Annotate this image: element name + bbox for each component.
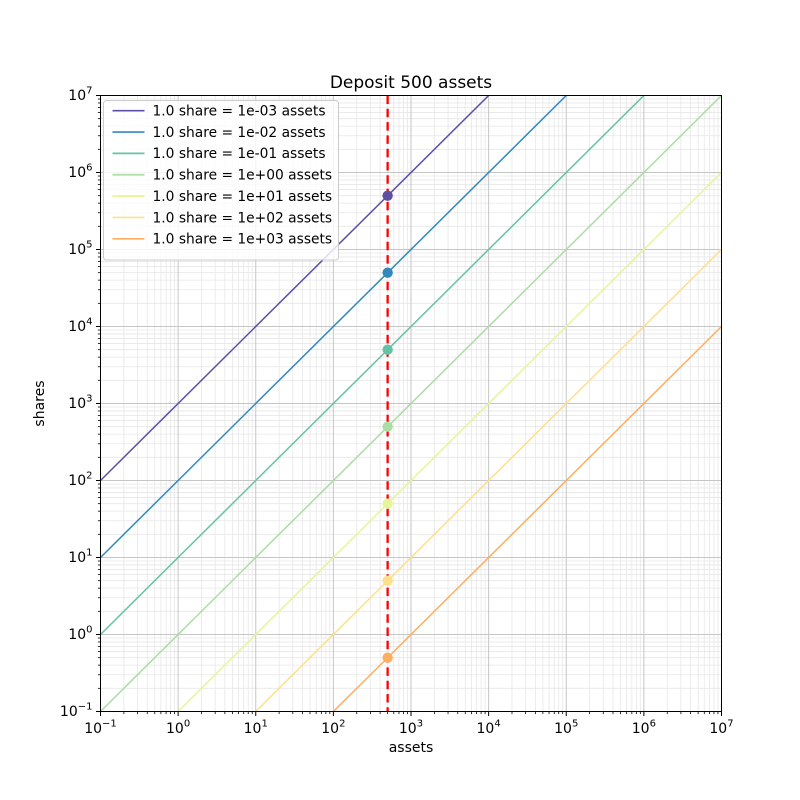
y-tick-label: 101 xyxy=(68,548,92,567)
y-tick-label: 106 xyxy=(68,163,92,182)
rate-line xyxy=(100,95,722,712)
x-tick-label: 107 xyxy=(709,719,733,738)
x-tick-label: 103 xyxy=(399,719,423,738)
exchange-rate-lines xyxy=(100,95,722,712)
rate-line xyxy=(177,171,722,712)
y-tick-label: 105 xyxy=(68,240,92,259)
legend-frame xyxy=(103,100,339,261)
x-tick-label: 104 xyxy=(477,719,501,738)
deposit-marker xyxy=(382,498,393,509)
axis-ticks xyxy=(96,95,722,716)
legend-entry-label: 1.0 share = 1e+03 assets xyxy=(153,232,333,248)
x-tick-label: 105 xyxy=(554,719,578,738)
x-tick-label: 10−1 xyxy=(84,719,117,738)
legend-entry-label: 1.0 share = 1e+02 assets xyxy=(153,210,333,226)
y-tick-label: 100 xyxy=(68,625,92,644)
y-tick-label: 107 xyxy=(68,86,92,105)
tick-labels: 10−1 100 101 102 103 104 105 106 107 10−1 100 101 10… xyxy=(60,86,734,738)
deposit-marker xyxy=(382,267,393,278)
legend-entry-label: 1.0 share = 1e+00 assets xyxy=(153,168,333,184)
y-tick-label: 103 xyxy=(68,394,92,413)
deposit-marker xyxy=(382,421,393,432)
legend-entry-label: 1.0 share = 1e-03 assets xyxy=(153,104,326,120)
x-axis-label: assets xyxy=(389,740,434,756)
deposit-marker xyxy=(382,190,393,201)
rate-line xyxy=(254,248,722,712)
y-tick-label: 104 xyxy=(68,317,92,336)
x-tick-label: 106 xyxy=(632,719,656,738)
legend-entry-label: 1.0 share = 1e-02 assets xyxy=(153,125,326,141)
y-axis-label: shares xyxy=(32,380,48,426)
y-tick-label: 102 xyxy=(68,471,92,490)
legend-entry-label: 1.0 share = 1e-01 assets xyxy=(153,146,326,162)
rate-line xyxy=(100,95,645,636)
legend: 1.0 share = 1e-03 assets 1.0 share = 1e-0… xyxy=(103,100,339,261)
x-tick-label: 102 xyxy=(321,719,345,738)
x-tick-label: 100 xyxy=(166,719,190,738)
rate-line xyxy=(332,325,722,712)
deposit-marker xyxy=(382,575,393,586)
rate-line xyxy=(100,95,568,559)
rate-line xyxy=(100,95,490,482)
chart-title: Deposit 500 assets xyxy=(330,73,492,93)
x-tick-label: 101 xyxy=(244,719,268,738)
legend-entry-label: 1.0 share = 1e+01 assets xyxy=(153,189,333,205)
y-tick-label: 10−1 xyxy=(60,702,93,721)
deposit-markers xyxy=(382,190,393,663)
deposit-marker xyxy=(382,652,393,663)
deposit-marker xyxy=(382,344,393,355)
